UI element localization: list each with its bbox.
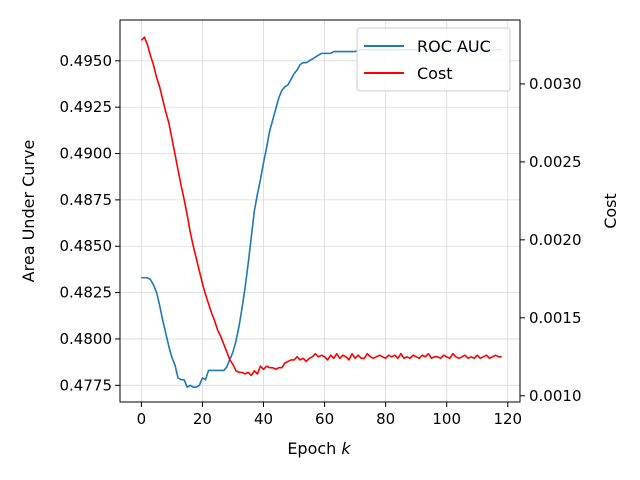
x-tick-label: 60 <box>315 410 334 428</box>
y-tick-label: 0.4900 <box>60 145 113 163</box>
y-axis-right: 0.0010 0.0015 0.0020 0.0025 0.0030 <box>520 75 582 405</box>
x-tick-label: 100 <box>432 410 461 428</box>
legend-label-roc-auc: ROC AUC <box>417 37 491 56</box>
y-tick-label: 0.4950 <box>60 52 113 70</box>
x-axis: 0 20 40 60 80 100 120 <box>137 402 522 428</box>
x-tick-label: 0 <box>137 410 147 428</box>
x-tick-label: 120 <box>493 410 522 428</box>
y-tick-label: 0.4775 <box>60 376 113 394</box>
x-axis-label: Epoch k <box>287 439 351 458</box>
legend-frame <box>356 27 511 92</box>
series-layer <box>140 36 502 388</box>
x-tick-label: 20 <box>193 410 212 428</box>
y-tick-label: 0.4800 <box>60 330 113 348</box>
y2-tick-label: 0.0015 <box>529 309 582 327</box>
y-tick-label: 0.4850 <box>60 237 113 255</box>
y2-tick-label: 0.0010 <box>529 387 582 405</box>
x-tick-label: 80 <box>376 410 395 428</box>
x-tick-label: 40 <box>254 410 273 428</box>
y2-tick-label: 0.0025 <box>529 153 582 171</box>
legend-label-cost: Cost <box>417 64 453 83</box>
legend: ROC AUC Cost <box>356 27 511 92</box>
y-tick-label: 0.4925 <box>60 98 113 116</box>
y-axis-left-label: Area Under Curve <box>19 140 38 283</box>
y-axis-left: 0.4775 0.4800 0.4825 0.4850 0.4875 0.4900 0.49… <box>60 52 120 394</box>
y-axis-right-label: Cost <box>601 193 620 229</box>
y-tick-label: 0.4875 <box>60 191 113 209</box>
y2-tick-label: 0.0030 <box>529 75 582 93</box>
series-line-roc-auc <box>141 48 502 388</box>
plot-frame <box>119 19 521 403</box>
y-tick-label: 0.4825 <box>60 284 113 302</box>
y2-tick-label: 0.0020 <box>529 231 582 249</box>
series-line-cost <box>140 36 502 377</box>
